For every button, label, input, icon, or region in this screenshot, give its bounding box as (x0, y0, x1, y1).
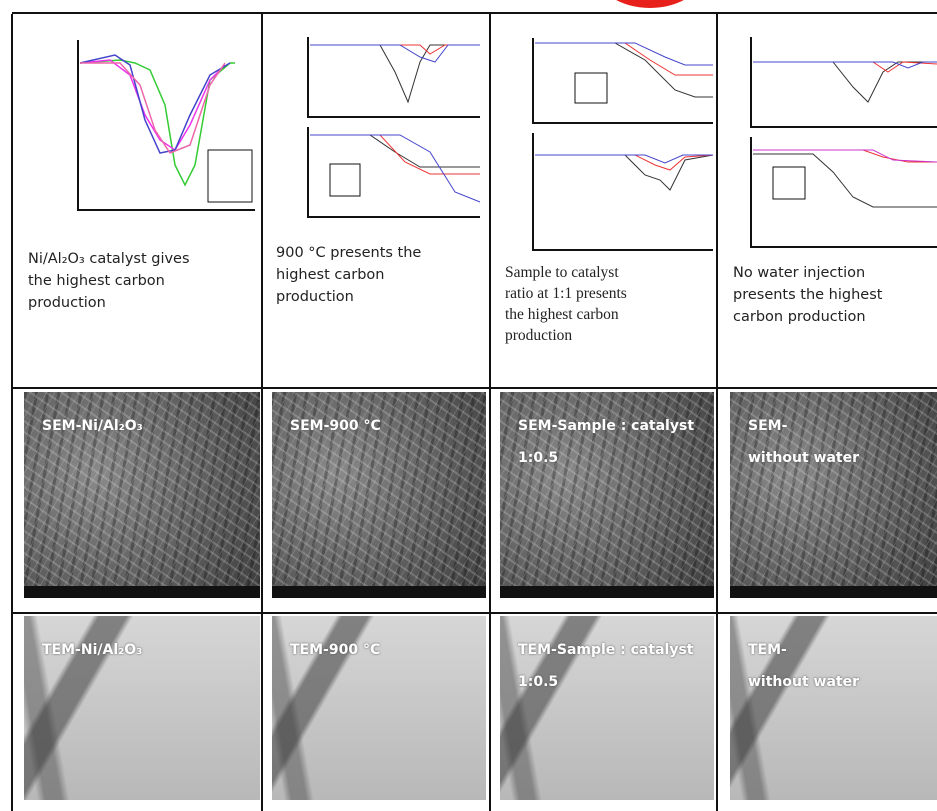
red-marker (590, 0, 710, 10)
text-line: production (505, 325, 627, 346)
text-line: the highest carbon (505, 304, 627, 325)
text-line: carbon production (733, 306, 882, 328)
text-line: SEM-Ni/Al₂O₃ (42, 410, 143, 442)
text-line: 900 °C presents the (276, 242, 421, 264)
scale-bar (730, 586, 937, 598)
text-line: Sample to catalyst (505, 262, 627, 283)
sem-image: SEM-900 °C (272, 392, 486, 598)
rule (716, 14, 718, 811)
page: Ni/Al₂O₃ catalyst givesthe highest carbo… (0, 0, 937, 811)
image-label: TEM-Ni/Al₂O₃ (42, 634, 142, 666)
image-label: TEM-without water (748, 634, 859, 698)
rule (12, 612, 937, 614)
text-line: production (276, 286, 421, 308)
rule (489, 14, 491, 811)
tem-image: TEM-900 °C (272, 616, 486, 800)
text-line: production (28, 292, 190, 314)
image-label: SEM-900 °C (290, 410, 381, 442)
sem-image: SEM-without water (730, 392, 937, 598)
scale-bar (272, 586, 486, 598)
chart-illustration (733, 32, 937, 252)
text-line: No water injection (733, 262, 882, 284)
text-line: SEM-900 °C (290, 410, 381, 442)
text-line: the highest carbon (28, 270, 190, 292)
text-line: ratio at 1:1 presents (505, 283, 627, 304)
image-label: TEM-900 °C (290, 634, 380, 666)
sem-image: SEM-Ni/Al₂O₃ (24, 392, 260, 598)
text-line: without water (748, 666, 859, 698)
tem-image: TEM-Ni/Al₂O₃ (24, 616, 260, 800)
text-line: SEM- (748, 410, 859, 442)
text-line: TEM-Sample : catalyst (518, 634, 693, 666)
text-line: highest carbon (276, 264, 421, 286)
chart-illustration (50, 35, 260, 220)
text-line: TEM- (748, 634, 859, 666)
text-line: TEM-900 °C (290, 634, 380, 666)
chart-illustration (280, 32, 485, 227)
text-line: TEM-Ni/Al₂O₃ (42, 634, 142, 666)
text-line: Ni/Al₂O₃ catalyst gives (28, 248, 190, 270)
tem-image: TEM-without water (730, 616, 937, 800)
text-line: presents the highest (733, 284, 882, 306)
rule (12, 387, 937, 389)
rule (11, 14, 13, 811)
scale-bar (24, 586, 260, 598)
image-label: SEM-Ni/Al₂O₃ (42, 410, 143, 442)
scale-bar (500, 586, 714, 598)
rule (12, 12, 937, 14)
chart-illustration (505, 35, 715, 255)
rule (261, 14, 263, 811)
text-line: SEM-Sample : catalyst (518, 410, 694, 442)
text-line: without water (748, 442, 859, 474)
text-line: 1:0.5 (518, 666, 693, 698)
text-line: 1:0.5 (518, 442, 694, 474)
image-label: SEM-without water (748, 410, 859, 474)
